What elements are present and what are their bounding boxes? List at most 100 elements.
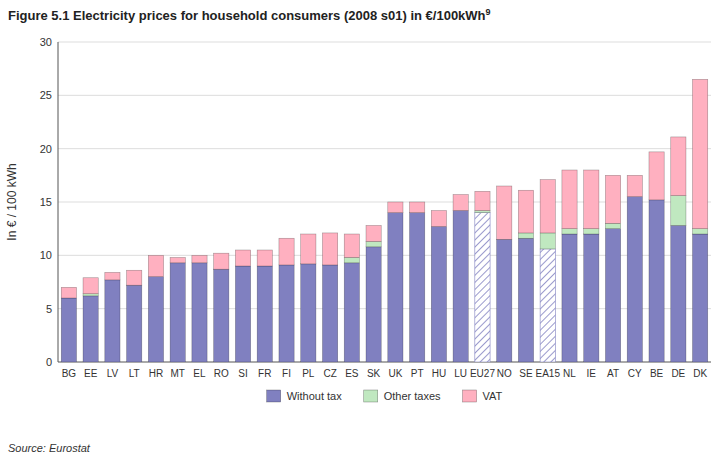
bar-segment: [170, 257, 185, 262]
bar-segment: [431, 227, 446, 362]
bar-segment: [540, 180, 555, 233]
grid-line: [58, 95, 711, 96]
bar-segment: [192, 255, 207, 262]
bar-segment: [475, 191, 490, 210]
bar-segment: [388, 202, 403, 213]
bar-segment: [671, 225, 686, 362]
bar-segment: [388, 213, 403, 362]
bar-segment: [627, 175, 642, 196]
legend-label: VAT: [483, 390, 503, 402]
x-tick-label: LV: [107, 368, 119, 379]
legend-swatch: [364, 390, 378, 402]
bar-segment: [605, 229, 620, 362]
x-tick-label: SK: [367, 368, 381, 379]
legend-label: Other taxes: [384, 390, 441, 402]
bar-segment: [605, 223, 620, 228]
bar-segment: [366, 247, 381, 362]
x-tick-label: PT: [411, 368, 424, 379]
bar-segment: [584, 234, 599, 362]
bar-segment: [105, 272, 120, 279]
bar-segment: [562, 229, 577, 234]
legend-swatch: [463, 390, 477, 402]
x-tick-label: MT: [170, 368, 184, 379]
bar-segment: [127, 270, 142, 285]
bar-segment: [540, 249, 555, 362]
bar-segment: [518, 233, 533, 238]
grid-line: [58, 42, 711, 43]
bar-segment: [692, 234, 707, 362]
x-tick-label: CY: [628, 368, 642, 379]
x-tick-label: ES: [345, 368, 359, 379]
x-tick-label: RO: [214, 368, 229, 379]
bar-segment: [692, 229, 707, 234]
y-axis-line: [58, 42, 59, 362]
bar-segment: [192, 263, 207, 362]
bar-segment: [453, 195, 468, 211]
bar-segment: [301, 234, 316, 264]
bar-segment: [148, 277, 163, 362]
bar-segment: [475, 213, 490, 362]
bar-segment: [497, 239, 512, 362]
title-text: Figure 5.1 Electricity prices for househ…: [8, 8, 486, 23]
x-tick-label: EE: [84, 368, 98, 379]
bar-segment: [366, 225, 381, 241]
x-tick-label: EA15: [536, 368, 561, 379]
bar-segment: [584, 229, 599, 234]
grid: [58, 42, 711, 362]
bar-segment: [605, 175, 620, 223]
bar-segment: [83, 294, 98, 296]
y-tick-label: 20: [40, 143, 52, 155]
title-superscript: 9: [486, 7, 491, 17]
bars: [61, 79, 707, 362]
x-tick-label: SE: [519, 368, 533, 379]
bar-segment: [344, 257, 359, 262]
title: Figure 5.1 Electricity prices for househ…: [8, 7, 491, 23]
bar-segment: [497, 186, 512, 239]
y-tick-label: 5: [46, 303, 52, 315]
bar-segment: [105, 280, 120, 362]
bar-segment: [518, 238, 533, 362]
bar-segment: [344, 234, 359, 257]
bar-segment: [301, 264, 316, 362]
bar-segment: [83, 278, 98, 294]
bar-segment: [148, 255, 163, 276]
y-tick-label: 10: [40, 249, 52, 261]
bar-segment: [214, 269, 229, 362]
bar-segment: [584, 170, 599, 229]
bar-segment: [649, 152, 664, 200]
chart: 051015202530In € / 100 kWhBGEELVLTHRMTEL…: [0, 0, 725, 462]
x-tick-label: DK: [693, 368, 707, 379]
x-tick-label: FR: [258, 368, 271, 379]
x-tick-label: SI: [238, 368, 247, 379]
grid-line: [58, 148, 711, 149]
y-tick-label: 25: [40, 89, 52, 101]
legend: Without tax Other taxes VAT: [267, 390, 503, 402]
legend-label: Without tax: [287, 390, 343, 402]
legend-item: Other taxes: [364, 390, 441, 402]
source: Source: Eurostat: [8, 442, 91, 454]
bar-segment: [518, 190, 533, 233]
x-tick-label: AT: [607, 368, 619, 379]
x-tick-label: UK: [388, 368, 402, 379]
bar-segment: [410, 202, 425, 213]
bar-segment: [475, 211, 490, 213]
bar-segment: [562, 170, 577, 229]
bar-segment: [540, 233, 555, 249]
x-tick-label: EL: [193, 368, 206, 379]
x-tick-label: DE: [671, 368, 685, 379]
x-tick-label: HR: [149, 368, 163, 379]
x-tick-label: EU27: [470, 368, 495, 379]
y-tick-label: 30: [40, 36, 52, 48]
x-tick-label: LT: [129, 368, 140, 379]
bar-segment: [279, 265, 294, 362]
bar-segment: [322, 233, 337, 265]
bar-segment: [453, 211, 468, 362]
bar-segment: [344, 263, 359, 362]
y-tick-label: 0: [46, 356, 52, 368]
bar-segment: [279, 238, 294, 265]
x-tick-label: CZ: [323, 368, 336, 379]
bar-segment: [562, 234, 577, 362]
bar-segment: [671, 137, 686, 196]
bar-segment: [235, 266, 250, 362]
bar-segment: [671, 196, 686, 226]
